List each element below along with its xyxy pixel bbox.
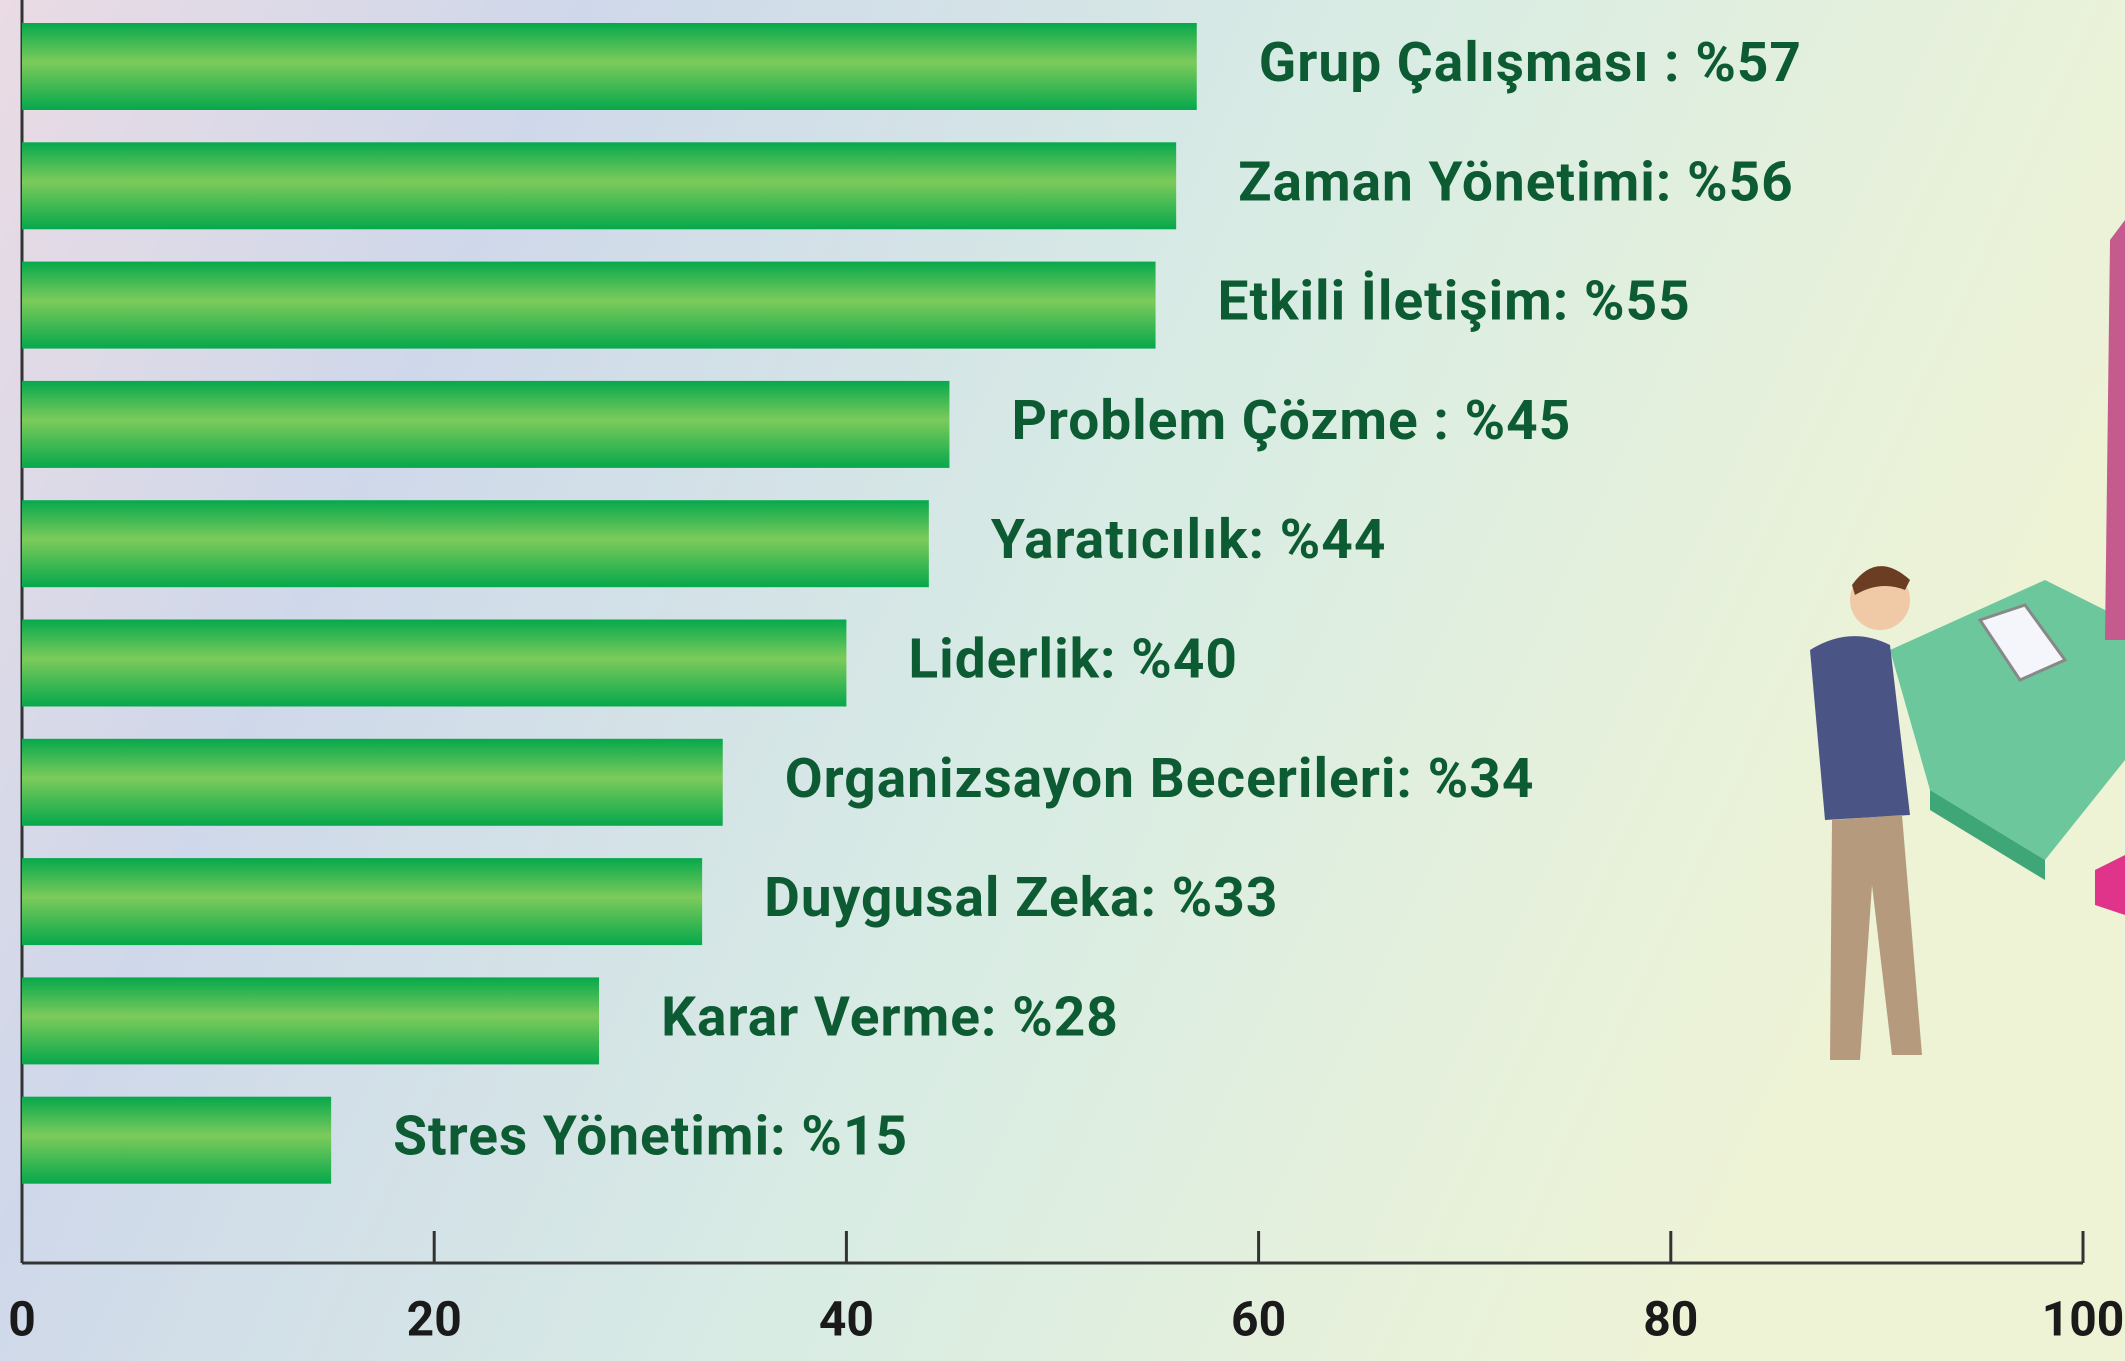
bar [22,858,702,945]
bar [22,142,1176,229]
bar [22,23,1197,110]
x-tick-label: 0 [8,1291,36,1348]
value-label: Zaman Yönetimi: %56 [1238,150,1794,214]
value-label: Problem Çözme : %45 [1011,389,1571,453]
value-label: Organizsayon Becerileri: %34 [785,747,1535,811]
value-label: Karar Verme: %28 [661,985,1119,1049]
bar [22,1097,331,1184]
page: 0 20 40 60 80 100 Grup Çalışması : %57 Zaman Yö… [0,0,2125,1361]
bar [22,977,599,1064]
x-tick-label: 40 [819,1291,874,1348]
bar [22,381,949,468]
value-label: Yaratıcılık: %44 [991,508,1387,572]
bar [22,500,929,587]
x-tick-label: 20 [407,1291,462,1348]
value-label: Liderlik: %40 [908,628,1238,692]
x-tick-label: 60 [1231,1291,1286,1348]
bar [22,620,846,707]
value-label: Grup Çalışması : %57 [1259,31,1802,95]
chart: 0 20 40 60 80 100 Grup Çalışması : %57 Zaman Yö… [0,0,2125,1361]
x-tick-label: 80 [1643,1291,1698,1348]
value-label: Stres Yönetimi: %15 [393,1105,908,1169]
bar [22,739,723,826]
bar [22,262,1156,349]
value-label: Duygusal Zeka: %33 [764,866,1278,930]
value-label: Etkili İletişim: %55 [1218,270,1691,334]
x-tick-label: 100 [2042,1291,2125,1348]
